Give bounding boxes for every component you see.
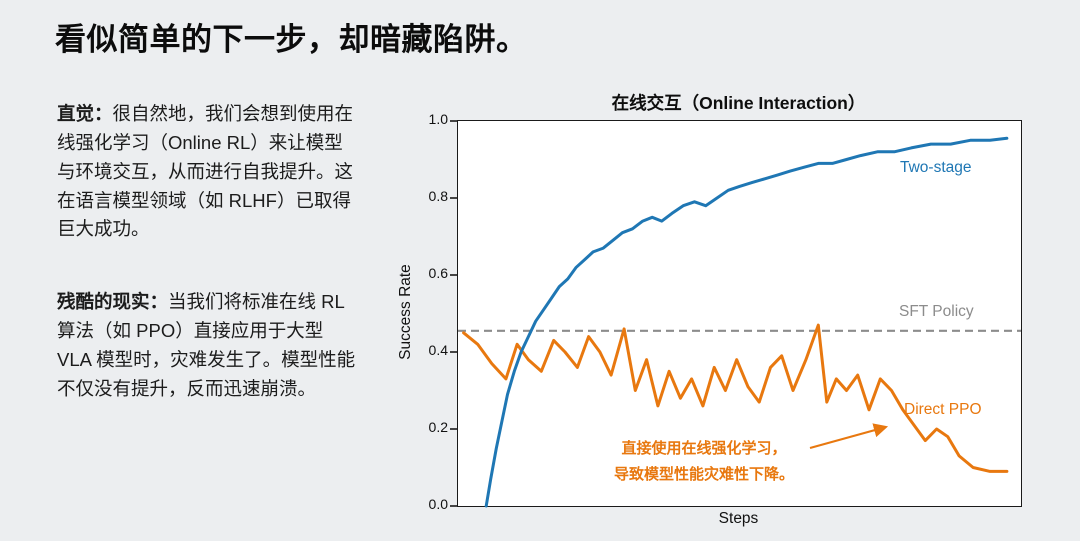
y-tick-label: 1.0 — [428, 111, 448, 127]
reality-body: 当我们将标准在线 RL 算法（如 PPO）直接应用于大型 VLA 模型时，灾难发… — [57, 291, 356, 399]
y-tick-label: 0.6 — [428, 265, 448, 281]
annotation-line-1: 直接使用在线强化学习， — [621, 440, 787, 457]
intro-text: 直觉：很自然地，我们会想到使用在线强化学习（Online RL）来让模型与环境交… — [57, 100, 360, 448]
sft-policy-label: SFT Policy — [899, 303, 974, 320]
y-tick-label: 0.2 — [428, 419, 448, 435]
intuition-lead: 直觉： — [57, 103, 113, 124]
reality-paragraph: 残酷的现实：当我们将标准在线 RL 算法（如 PPO）直接应用于大型 VLA 模… — [57, 288, 360, 403]
y-tick-label: 0.0 — [428, 496, 448, 512]
intuition-body: 很自然地，我们会想到使用在线强化学习（Online RL）来让模型与环境交互，从… — [57, 103, 354, 240]
plot-area — [450, 120, 1022, 508]
page-title: 看似简单的下一步，却暗藏陷阱。 — [55, 22, 528, 57]
annotation-text: 直接使用在线强化学习， 导致模型性能灾难性下降。 — [575, 436, 833, 488]
y-tick-label: 0.8 — [428, 188, 448, 204]
chart-title: 在线交互（Online Interaction） — [611, 93, 866, 113]
x-axis-label: Steps — [718, 510, 759, 527]
direct-ppo-series-label: Direct PPO — [904, 401, 982, 418]
intuition-paragraph: 直觉：很自然地，我们会想到使用在线强化学习（Online RL）来让模型与环境交… — [57, 100, 360, 244]
reality-lead: 残酷的现实： — [57, 291, 169, 313]
chart-svg — [450, 120, 1021, 508]
y-tick-label: 0.4 — [428, 342, 448, 358]
annotation-line-2: 导致模型性能灾难性下降。 — [613, 465, 794, 483]
two-stage-series-label: Two-stage — [900, 159, 972, 176]
